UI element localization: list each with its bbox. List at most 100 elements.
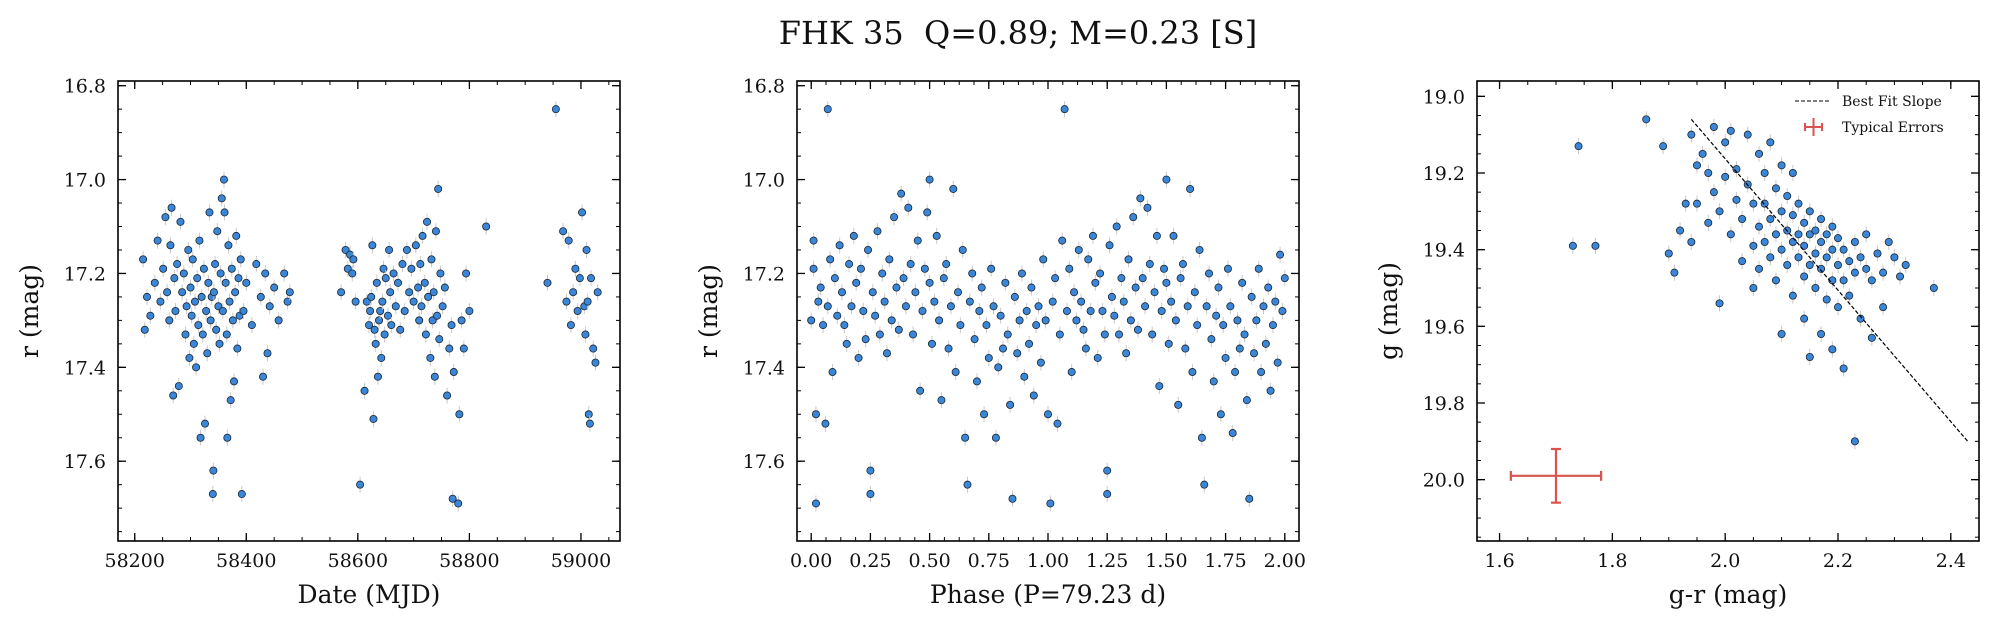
data-point	[171, 306, 180, 315]
data-point	[916, 386, 925, 395]
data-point	[1136, 194, 1145, 203]
data-point	[201, 419, 210, 428]
data-point	[369, 414, 378, 423]
data-point	[1822, 253, 1831, 262]
data-point	[1856, 314, 1865, 323]
x-tick-label: 2.00	[1264, 550, 1306, 572]
data-point	[826, 255, 835, 264]
data-point	[1105, 241, 1114, 250]
data-point	[1231, 368, 1240, 377]
data-point	[198, 330, 207, 339]
data-point	[1017, 269, 1026, 278]
data-point	[1856, 253, 1865, 262]
data-point	[1119, 297, 1128, 306]
data-point	[424, 292, 433, 301]
data-point	[864, 245, 873, 254]
data-point	[1771, 184, 1780, 193]
data-point	[861, 335, 870, 344]
data-point	[1805, 260, 1814, 269]
data-point	[1828, 245, 1837, 254]
data-point	[1098, 306, 1107, 315]
data-point	[1053, 419, 1062, 428]
data-point	[1817, 329, 1826, 338]
data-point	[1839, 364, 1848, 373]
y-tick-label: 17.0	[743, 170, 785, 192]
data-point	[1828, 222, 1837, 231]
data-point	[1034, 302, 1043, 311]
data-point	[942, 260, 951, 269]
data-point	[195, 236, 204, 245]
data-point	[1771, 276, 1780, 285]
data-point	[1839, 276, 1848, 285]
data-point	[972, 377, 981, 386]
data-point	[389, 269, 398, 278]
data-point	[584, 410, 593, 419]
data-point	[176, 217, 185, 226]
data-point	[1143, 203, 1152, 212]
lightcurve-points	[139, 101, 602, 512]
data-point	[1681, 199, 1690, 208]
data-point	[996, 311, 1005, 320]
data-point	[823, 105, 832, 114]
data-point	[1833, 260, 1842, 269]
data-point	[263, 349, 272, 358]
data-point	[937, 396, 946, 405]
data-point	[211, 260, 220, 269]
data-point	[274, 316, 283, 325]
data-point	[566, 321, 575, 330]
data-point	[854, 353, 863, 362]
x-tick-label: 0.00	[790, 550, 832, 572]
data-point	[1738, 257, 1747, 266]
data-point	[231, 288, 240, 297]
data-point	[887, 316, 896, 325]
data-point	[961, 433, 970, 442]
data-point	[573, 306, 582, 315]
data-point	[232, 231, 241, 240]
data-point	[203, 349, 212, 358]
data-point	[1036, 358, 1045, 367]
data-point	[457, 316, 466, 325]
data-point	[205, 208, 214, 217]
data-point	[958, 245, 967, 254]
data-point	[1591, 241, 1600, 250]
data-point	[233, 344, 242, 353]
data-point	[946, 302, 955, 311]
data-point	[1788, 168, 1797, 177]
data-point	[882, 349, 891, 358]
data-point	[1015, 316, 1024, 325]
data-point	[956, 321, 965, 330]
data-point	[899, 274, 908, 283]
data-point	[237, 490, 246, 499]
data-point	[140, 325, 149, 334]
data-point	[1687, 130, 1696, 139]
data-point	[1072, 316, 1081, 325]
data-point	[360, 386, 369, 395]
data-point	[1110, 311, 1119, 320]
data-point	[1074, 245, 1083, 254]
data-point	[1131, 283, 1140, 292]
data-point	[1715, 299, 1724, 308]
data-point	[173, 260, 182, 269]
x-tick-label: 1.25	[1086, 550, 1128, 572]
data-point	[174, 382, 183, 391]
phase-points	[807, 101, 1289, 512]
data-point	[890, 213, 899, 222]
data-point	[987, 264, 996, 273]
data-point	[1800, 314, 1809, 323]
data-point	[833, 311, 842, 320]
data-point	[431, 227, 440, 236]
fit-line	[1690, 118, 1969, 442]
data-point	[1749, 283, 1758, 292]
data-point	[821, 419, 830, 428]
data-point	[1867, 333, 1876, 342]
legend-entry-fit: Best Fit Slope	[1842, 94, 1942, 110]
data-point	[398, 260, 407, 269]
data-point	[1221, 353, 1230, 362]
data-point	[923, 208, 932, 217]
data-point	[1164, 339, 1173, 348]
data-point	[208, 490, 217, 499]
data-point	[1266, 386, 1275, 395]
data-point	[564, 236, 573, 245]
data-point	[1261, 339, 1270, 348]
